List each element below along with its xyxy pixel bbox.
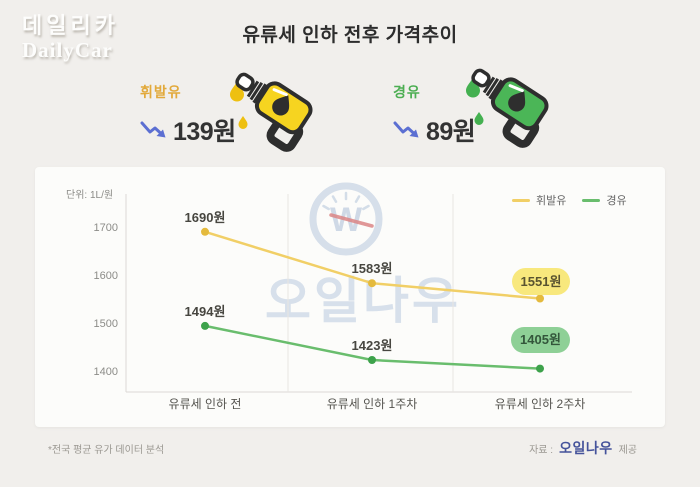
- price-trend-line-chart: W 오일나우 1700 1600 1500 1400 1690원 1583원 1…: [94, 182, 632, 411]
- footnote: *전국 평균 유가 데이터 분석: [48, 445, 165, 456]
- dailycar-logo: 데일리카 DailyCar: [22, 13, 119, 62]
- gasoline-point: [536, 294, 544, 303]
- source-prefix: 자료 :: [529, 444, 554, 456]
- oilnow-watermark: W 오일나우: [265, 182, 461, 329]
- stat-gasoline: 휘발유 139원: [140, 82, 236, 148]
- legend-item-gasoline: 휘발유: [512, 192, 566, 208]
- trend-down-icon: [140, 121, 166, 138]
- trend-down-icon: [393, 121, 419, 138]
- legend-item-diesel: 경유: [582, 192, 627, 208]
- source-suffix: 제공: [618, 444, 637, 456]
- stat-diesel-label: 경유: [393, 84, 421, 100]
- y-tick-1700: 1700: [94, 222, 118, 234]
- logo-korean-text: 데일리카: [22, 13, 119, 38]
- gasoline-point: [368, 279, 376, 288]
- fuel-nozzle-green-icon: [466, 68, 549, 148]
- gasoline-point: [201, 227, 209, 236]
- diesel-point: [536, 364, 544, 373]
- diesel-point-label: 1423원: [352, 338, 393, 353]
- stat-diesel-value: 89원: [426, 118, 476, 146]
- fuel-nozzle-yellow-icon: [230, 72, 313, 152]
- y-tick-1500: 1500: [94, 318, 118, 330]
- gasoline-point-label: 1583원: [352, 261, 393, 276]
- gasoline-point-label: 1690원: [185, 210, 226, 225]
- source-credit: 자료 : 오일나우 제공: [529, 438, 637, 458]
- stat-gasoline-label: 휘발유: [140, 84, 182, 100]
- diesel-point: [201, 321, 209, 330]
- legend-swatch-diesel: [582, 198, 601, 202]
- stat-diesel: 경유 89원: [393, 82, 476, 148]
- diesel-final-price-badge: 1405원: [511, 327, 570, 353]
- diesel-point: [368, 356, 376, 364]
- legend-label-gasoline: 휘발유: [536, 195, 567, 207]
- stat-gasoline-value: 139원: [173, 118, 236, 146]
- oilnow-logo-text: 오일나우: [559, 440, 613, 456]
- x-label-week1: 유류세 인하 1주차: [327, 397, 418, 411]
- logo-english-text: DailyCar: [22, 38, 113, 63]
- page-title: 유류세 인하 전후 가격추이: [242, 25, 458, 46]
- legend-label-diesel: 경유: [606, 195, 627, 207]
- chart-card: [35, 167, 665, 427]
- chart-legend: 휘발유 경유: [512, 192, 627, 208]
- y-tick-1400: 1400: [94, 366, 118, 378]
- x-label-before-cut: 유류세 인하 전: [169, 397, 242, 411]
- gasoline-final-price-badge: 1551원: [512, 268, 570, 295]
- watermark-wordmark: 오일나우: [265, 273, 461, 329]
- x-label-week2: 유류세 인하 2주차: [495, 397, 586, 411]
- diesel-point-label: 1494원: [185, 304, 226, 319]
- y-tick-1600: 1600: [94, 270, 118, 282]
- legend-swatch-gasoline: [512, 198, 530, 202]
- chart-unit-label: 단위: 1L/원: [66, 190, 114, 201]
